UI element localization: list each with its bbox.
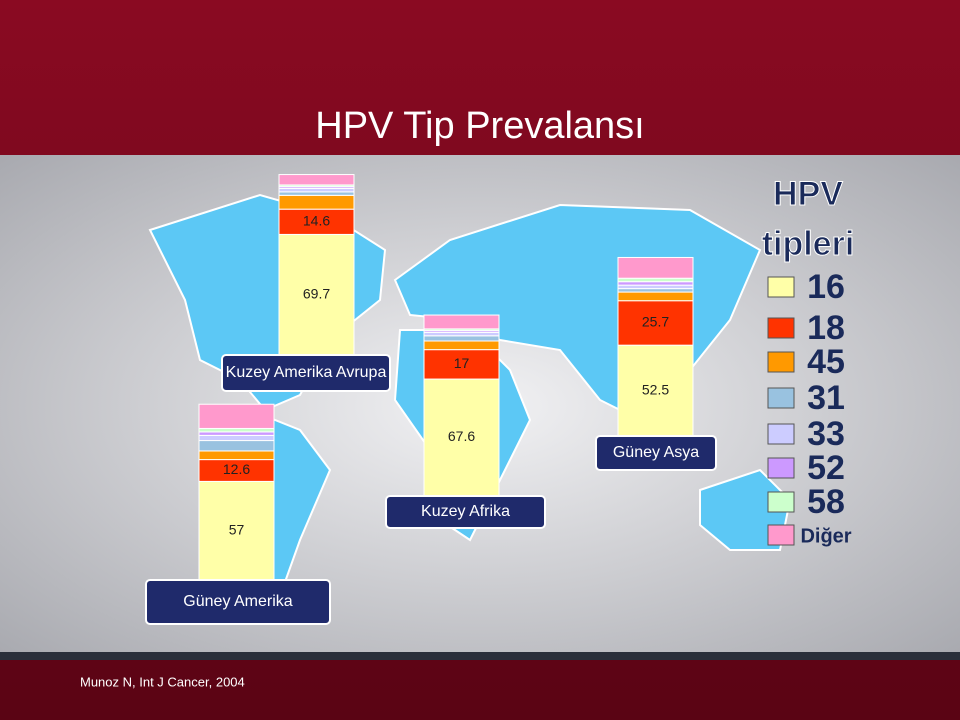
legend-swatch (767, 387, 795, 409)
legend-label: 18 (807, 309, 845, 347)
bar-segment (198, 434, 275, 442)
legend-label: 33 (807, 415, 845, 453)
bar-segment (278, 191, 355, 196)
legend-label: 16 (807, 268, 845, 306)
band (0, 652, 960, 660)
bar-segment (198, 440, 275, 452)
value-label: 14.6 (303, 212, 330, 228)
bar-segment (617, 284, 694, 290)
legend-swatch (767, 524, 795, 546)
value-label: 69.7 (303, 285, 330, 301)
value-label: 57 (229, 521, 245, 537)
bar-segment (617, 277, 694, 283)
slide-title: HPV Tip Prevalansı (315, 105, 644, 147)
legend-title: tipleri (762, 225, 855, 263)
category-box (385, 495, 546, 529)
bar-segment (423, 349, 500, 380)
bar-segment (278, 187, 355, 193)
bar-segment (423, 340, 500, 351)
category-label: Kuzey Afrika (421, 503, 510, 520)
category-label: Güney Asya (613, 444, 699, 461)
bar-segment (617, 344, 694, 437)
bar-segment (278, 174, 355, 186)
legend-swatch (767, 423, 795, 445)
source: Munoz N, Int J Cancer, 2004 (80, 674, 245, 689)
value-label: 52.5 (642, 381, 669, 397)
category-box (221, 354, 391, 392)
bar-segment (423, 331, 500, 337)
bar-segment (617, 281, 694, 286)
bar-segment (198, 403, 275, 429)
legend-label: 58 (807, 483, 845, 521)
bar-segment (617, 291, 694, 302)
legend-label: Diğer (800, 525, 851, 547)
bar-segment (617, 288, 694, 293)
legend-label: 31 (807, 379, 845, 417)
legend-swatch (767, 351, 795, 373)
bar-segment (198, 427, 275, 433)
legend-title: HPV (773, 175, 843, 213)
category-label: Kuzey Amerika Avrupa (226, 364, 387, 381)
category-box (595, 435, 717, 471)
legend-swatch (767, 457, 795, 479)
legend-label: 52 (807, 449, 845, 487)
value-label: 12.6 (223, 461, 250, 477)
bar-segment (423, 314, 500, 330)
bar-segment (423, 335, 500, 342)
category-box (145, 579, 331, 625)
value-label: 17 (454, 355, 470, 371)
legend-swatch (767, 491, 795, 513)
bar-segment (198, 431, 275, 436)
bar-segment (423, 378, 500, 497)
bar-segment (198, 480, 275, 581)
bar-segment (198, 450, 275, 461)
bar-segment (278, 194, 355, 210)
category-label: Güney Amerika (183, 593, 292, 610)
legend-swatch (767, 276, 795, 298)
legend-swatch (767, 317, 795, 339)
bar-segment (617, 256, 694, 279)
value-label: 25.7 (642, 314, 669, 330)
legend-label: 45 (807, 343, 845, 381)
value-label: 67.6 (448, 428, 475, 444)
